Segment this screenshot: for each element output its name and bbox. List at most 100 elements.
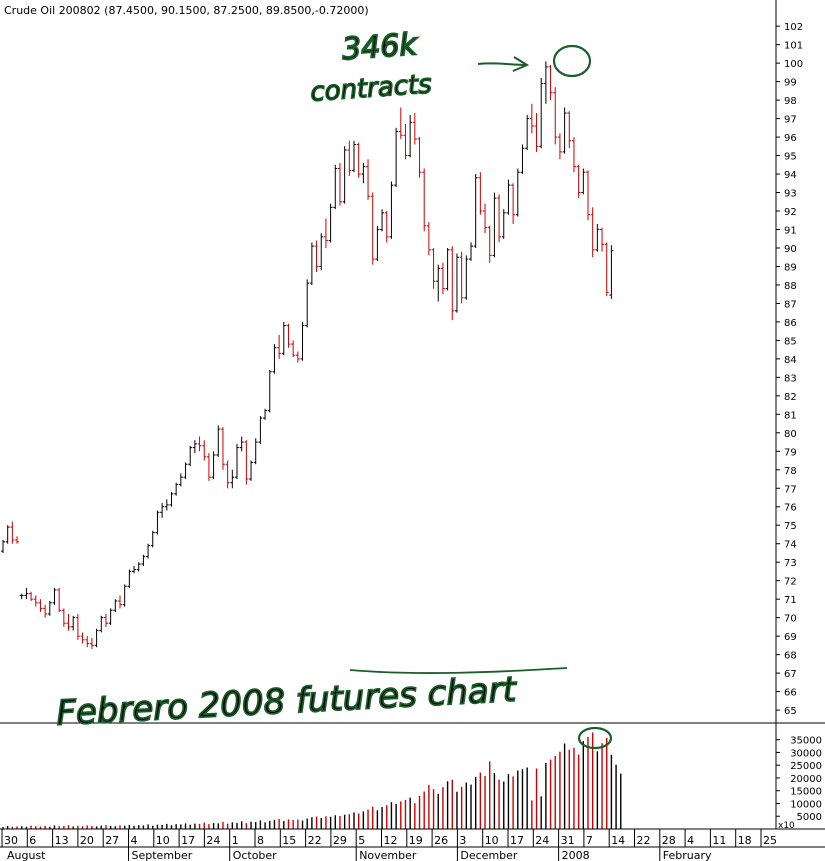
ohlc-bar: [450, 246, 455, 321]
ohlc-bar: [403, 124, 408, 160]
ohlc-bar: [473, 174, 478, 248]
ohlc-bar: [286, 323, 291, 348]
volume-tick-label: 35000: [790, 736, 822, 747]
ohlc-bar: [394, 127, 399, 187]
annotation-underline: [349, 667, 568, 674]
ohlc-bar: [436, 264, 441, 302]
ohlc-bar: [263, 408, 268, 420]
price-tick-label: 93: [784, 189, 797, 200]
ohlc-bar: [174, 482, 179, 496]
ohlc-bar: [85, 636, 90, 648]
ohlc-bar: [136, 562, 141, 572]
price-tick-label: 72: [784, 577, 797, 588]
ohlc-bar: [337, 162, 342, 206]
ohlc-bar: [253, 438, 258, 465]
ohlc-bar: [590, 207, 595, 258]
ohlc-bar: [239, 436, 244, 452]
ohlc-bar: [534, 113, 539, 152]
ohlc-bar: [132, 565, 137, 574]
price-tick-label: 92: [784, 207, 797, 218]
price-tick-label: 102: [784, 22, 803, 33]
ohlc-bar: [108, 608, 113, 626]
volume-tick-label: 30000: [790, 748, 822, 759]
x-axis: 30 6 13 20 27 4 10 17 24 1 8 15 22 29 5 12 19 26 3 10 17 24 31…: [0, 828, 825, 861]
ohlc-bar: [459, 251, 464, 304]
price-panel: 65 66 67 68 69 70 71 72 73 74 75 76 77 78 79 80 81 82 83 84…: [0, 0, 825, 829]
ohlc-bar: [122, 584, 127, 607]
ohlc-bar: [75, 613, 80, 640]
ohlc-bar: [375, 225, 380, 261]
ohlc-bar: [314, 240, 319, 273]
ohlc-bar: [10, 521, 15, 544]
ohlc-bar: [398, 107, 403, 139]
x-tick-label: 29: [333, 834, 347, 847]
x-tick-label: 25: [763, 834, 777, 847]
ohlc-bar: [380, 209, 385, 232]
ohlc-bar: [235, 443, 239, 480]
ohlc-bar: [520, 144, 525, 175]
ohlc-bar: [267, 369, 272, 413]
x-tick-label: 7: [586, 834, 593, 847]
price-tick-label: 85: [784, 336, 797, 347]
ohlc-bar: [291, 340, 296, 358]
price-tick-label: 75: [784, 521, 797, 532]
ohlc-bar: [272, 344, 277, 374]
ohlc-bar: [89, 637, 94, 650]
ohlc-bar: [127, 569, 132, 589]
price-tick-label: 97: [784, 115, 797, 126]
ohlc-bar: [220, 427, 225, 470]
price-tick-label: 68: [784, 651, 797, 662]
price-tick-label: 65: [784, 706, 797, 717]
ohlc-bar: [150, 530, 155, 548]
ohlc-bar: [66, 613, 71, 631]
x-tick-label: 3: [459, 834, 466, 847]
ohlc-bar: [370, 192, 375, 265]
price-tick-label: 86: [784, 318, 797, 329]
price-tick-label: 78: [784, 466, 797, 477]
price-tick-label: 94: [784, 170, 797, 181]
ohlc-bar: [600, 227, 605, 252]
ohlc-bar: [422, 168, 427, 232]
volume-multiplier-label: x10: [778, 821, 795, 831]
month-label: February: [663, 849, 712, 861]
ohlc-bar: [169, 491, 174, 507]
price-tick-label: 81: [784, 410, 797, 421]
price-tick-label: 80: [784, 429, 797, 440]
ohlc-bar: [417, 137, 422, 178]
ohlc-bar: [445, 247, 450, 291]
ohlc-bar: [586, 170, 590, 221]
ohlc-bar: [192, 440, 197, 454]
price-tick-label: 66: [784, 688, 797, 699]
ohlc-bar: [412, 113, 417, 145]
ohlc-bar: [164, 499, 169, 511]
x-tick-label: 1: [232, 834, 239, 847]
ohlc-bar: [118, 595, 122, 609]
x-tick-label: 6: [29, 834, 36, 847]
ohlc-bar: [506, 179, 511, 215]
ohlc-bar: [5, 525, 10, 544]
price-tick-label: 70: [784, 614, 797, 625]
ohlc-bar: [305, 279, 310, 328]
ohlc-bar: [361, 162, 366, 184]
ohlc-bar: [525, 114, 530, 151]
ohlc-bar: [609, 245, 614, 299]
ohlc-bar: [323, 218, 328, 248]
volume-tick-label: 20000: [790, 774, 822, 785]
ohlc-bar: [155, 510, 160, 535]
volume-tick-label: 5000: [797, 812, 822, 823]
month-label: 2008: [562, 849, 590, 861]
price-tick-label: 82: [784, 392, 797, 403]
ohlc-bar: [19, 593, 24, 600]
ohlc-bar: [202, 440, 207, 461]
ohlc-bar: [244, 440, 249, 485]
ohlc-bar: [440, 262, 445, 295]
x-tick-label: 24: [206, 834, 220, 847]
ohlc-bar: [384, 211, 389, 243]
month-label: September: [132, 849, 193, 861]
price-tick-label: 76: [784, 503, 797, 514]
ohlc-bar: [52, 588, 57, 605]
annotation-circle-price-peak: [552, 44, 592, 78]
ohlc-bar: [24, 588, 29, 600]
